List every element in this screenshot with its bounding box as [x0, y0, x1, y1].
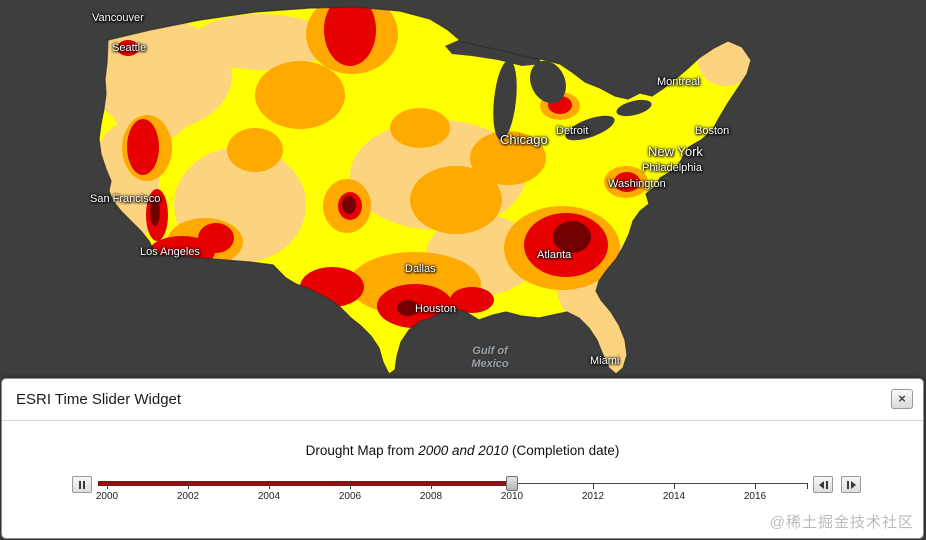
gulf-of-mexico-label: Gulf of Mexico: [452, 345, 528, 371]
slider-tick: [674, 484, 675, 489]
drought-blob: [553, 221, 591, 253]
caption-suffix: (Completion date): [508, 443, 620, 458]
pause-icon: [83, 480, 85, 489]
drought-blob: [150, 198, 160, 226]
time-slider: 2000 2002 2004 2006 2008 2010 2012 2014 …: [2, 474, 923, 526]
pause-button[interactable]: [72, 476, 92, 493]
step-forward-icon: [850, 480, 856, 489]
slider-tick: [350, 484, 351, 489]
drought-blob: [227, 128, 283, 172]
slider-tick: [807, 484, 808, 489]
step-back-bar-icon: [825, 480, 828, 489]
previous-step-button[interactable]: [813, 476, 833, 493]
step-back-icon: [818, 480, 824, 489]
slider-progress-fill: [98, 481, 512, 486]
drought-blob: [127, 119, 159, 175]
drought-blob: [255, 61, 345, 129]
drought-blob: [614, 172, 640, 192]
slider-tick: [431, 484, 432, 489]
drought-blob: [470, 131, 546, 185]
slider-year-label: 2000: [95, 491, 119, 502]
time-slider-widget-panel: ESRI Time Slider Widget × Drought Map fr…: [1, 378, 924, 539]
widget-title: ESRI Time Slider Widget: [16, 391, 182, 408]
lake-ontario: [616, 99, 652, 117]
drought-blob: [198, 223, 234, 253]
lake-huron: [530, 60, 566, 104]
slider-year-label: 2010: [500, 491, 524, 502]
drought-blob: [192, 14, 332, 70]
next-step-button[interactable]: [841, 476, 861, 493]
drought-blob: [117, 40, 139, 56]
us-border-outline: [98, 6, 752, 375]
drought-blob: [390, 108, 450, 148]
drought-blob: [410, 166, 502, 234]
gulf-of-mexico-label-line2: Mexico: [471, 358, 509, 370]
drought-blob: [397, 300, 419, 316]
slider-year-label: 2012: [581, 491, 605, 502]
caption-range: 2000 and 2010: [418, 443, 509, 458]
widget-caption: Drought Map from 2000 and 2010 (Completi…: [2, 443, 923, 458]
slider-track[interactable]: 2000 2002 2004 2006 2008 2010 2012 2014 …: [96, 474, 808, 502]
slider-year-label: 2002: [176, 491, 200, 502]
slider-thumb[interactable]: [506, 476, 518, 491]
slider-tick: [107, 484, 108, 489]
gulf-of-mexico-label-line1: Gulf of: [472, 345, 508, 357]
lake-erie: [565, 115, 615, 141]
slider-year-label: 2004: [257, 491, 281, 502]
watermark-text: @稀土掘金技术社区: [769, 514, 914, 531]
slider-year-label: 2006: [338, 491, 362, 502]
step-forward-bar-icon: [846, 480, 849, 489]
caption-prefix: Drought Map from: [305, 443, 419, 458]
slider-tick: [269, 484, 270, 489]
pause-icon: [79, 480, 81, 489]
slider-tick: [188, 484, 189, 489]
drought-blob: [342, 196, 356, 214]
slider-year-label: 2014: [662, 491, 686, 502]
slider-tick: [593, 484, 594, 489]
widget-header: ESRI Time Slider Widget ×: [2, 379, 923, 421]
close-button[interactable]: ×: [891, 389, 913, 409]
drought-layer-d4: [150, 196, 591, 316]
slider-year-label: 2016: [743, 491, 767, 502]
slider-year-label: 2008: [419, 491, 443, 502]
drought-blob: [324, 7, 376, 66]
lake-michigan: [493, 60, 517, 140]
drought-blob: [450, 287, 494, 313]
slider-tick: [755, 484, 756, 489]
